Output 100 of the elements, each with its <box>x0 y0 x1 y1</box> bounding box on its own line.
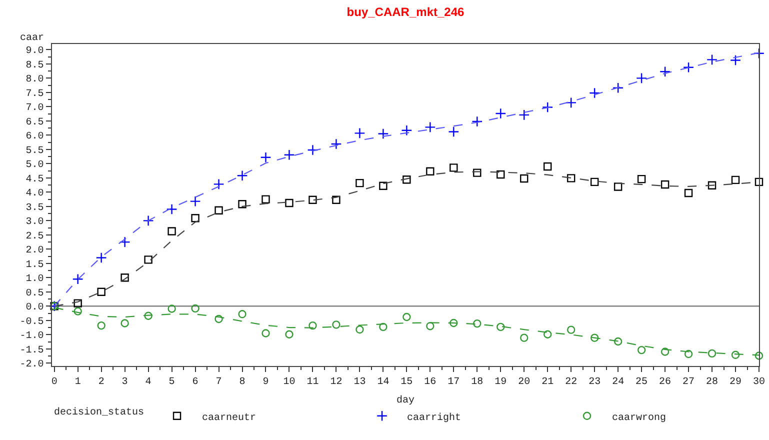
x-tick-label: 16 <box>424 377 436 388</box>
point <box>518 109 530 120</box>
point <box>684 188 693 198</box>
point <box>754 352 764 360</box>
point <box>612 82 624 94</box>
point <box>356 325 364 334</box>
x-tick-label: 12 <box>330 377 342 388</box>
point <box>730 54 742 66</box>
point <box>379 322 388 332</box>
y-tick-label: 6.0 <box>26 132 44 143</box>
x-axis-title: day <box>396 394 415 407</box>
x-tick-label: 22 <box>565 377 578 388</box>
x-tick-label: 7 <box>216 377 222 388</box>
point <box>120 274 129 282</box>
y-tick-label: 1.5 <box>26 260 44 271</box>
point <box>637 346 646 354</box>
x-tick-label: 27 <box>682 377 695 388</box>
x-tick-label: 10 <box>283 377 296 388</box>
point <box>168 304 176 313</box>
point <box>330 138 342 150</box>
point <box>708 349 716 358</box>
point <box>660 348 670 356</box>
y-tick-label: -1.5 <box>20 345 44 356</box>
point <box>332 196 340 204</box>
x-tick-label: 11 <box>306 377 319 388</box>
point <box>706 54 718 66</box>
point <box>731 176 740 184</box>
x-tick-label: 2 <box>98 377 104 388</box>
point <box>74 299 82 308</box>
point <box>285 198 294 208</box>
y-tick-label: 4.5 <box>26 174 44 186</box>
point <box>683 62 694 73</box>
y-axis-title: caar <box>20 33 44 44</box>
point <box>356 178 364 188</box>
x-tick-label: 15 <box>400 377 413 388</box>
x-tick-label: 24 <box>612 377 624 388</box>
y-tick-label: 6.5 <box>26 117 44 128</box>
y-tick-label: 3.5 <box>26 202 44 214</box>
x-tick-label: 3 <box>122 377 128 388</box>
point <box>97 288 106 296</box>
point <box>284 149 295 160</box>
x-tick-label: 14 <box>377 377 390 388</box>
x-tick-label: 9 <box>262 377 269 388</box>
point <box>424 122 436 133</box>
legend-label: caarwrong <box>612 412 666 424</box>
legend-title: decision_status <box>54 406 144 418</box>
point <box>495 108 506 120</box>
point <box>401 124 412 136</box>
x-tick-label: 17 <box>448 377 460 388</box>
point <box>426 167 434 176</box>
point <box>754 178 764 186</box>
y-tick-label: 0.0 <box>26 302 44 314</box>
y-tick-label: -1.0 <box>20 331 44 342</box>
x-tick-label: 26 <box>659 377 672 388</box>
x-tick-label: 25 <box>636 377 648 388</box>
point <box>544 330 552 338</box>
x-tick-label: 23 <box>588 377 601 388</box>
point <box>144 312 152 320</box>
point <box>472 116 483 128</box>
x-tick-label: 8 <box>239 377 246 388</box>
x-tick-label: 1 <box>74 377 81 388</box>
y-tick-label: 7.5 <box>26 88 44 100</box>
point <box>379 182 388 190</box>
x-tick-label: 19 <box>494 377 507 388</box>
point <box>402 176 411 184</box>
x-tick-label: 30 <box>752 377 766 388</box>
point <box>191 304 200 313</box>
point <box>448 126 460 138</box>
point <box>213 178 224 190</box>
point <box>542 102 554 113</box>
x-tick-label: 21 <box>542 377 554 388</box>
x-tick-label: 6 <box>192 377 198 388</box>
x-tick-label: 13 <box>354 377 366 388</box>
point <box>496 170 505 179</box>
x-tick-label: 18 <box>471 377 484 388</box>
point <box>450 164 458 172</box>
point <box>236 170 248 182</box>
y-tick-label: -2.0 <box>20 360 44 371</box>
point <box>285 330 294 338</box>
point <box>354 128 366 139</box>
x-tick-label: 29 <box>730 377 742 388</box>
point <box>450 318 458 328</box>
point <box>520 174 528 183</box>
x-tick-label: 5 <box>168 377 175 388</box>
point <box>190 196 201 207</box>
point <box>637 174 646 184</box>
point <box>660 180 670 189</box>
x-tick-label: 28 <box>706 377 718 388</box>
point <box>191 214 200 222</box>
point <box>308 196 317 204</box>
point <box>168 227 176 236</box>
point <box>308 321 317 330</box>
point <box>74 307 82 316</box>
point <box>473 168 482 177</box>
point <box>614 337 622 346</box>
point <box>566 326 576 334</box>
point <box>97 321 106 330</box>
x-tick-label: 20 <box>518 377 530 388</box>
y-tick-label: 8.0 <box>26 74 44 86</box>
point <box>544 162 552 171</box>
